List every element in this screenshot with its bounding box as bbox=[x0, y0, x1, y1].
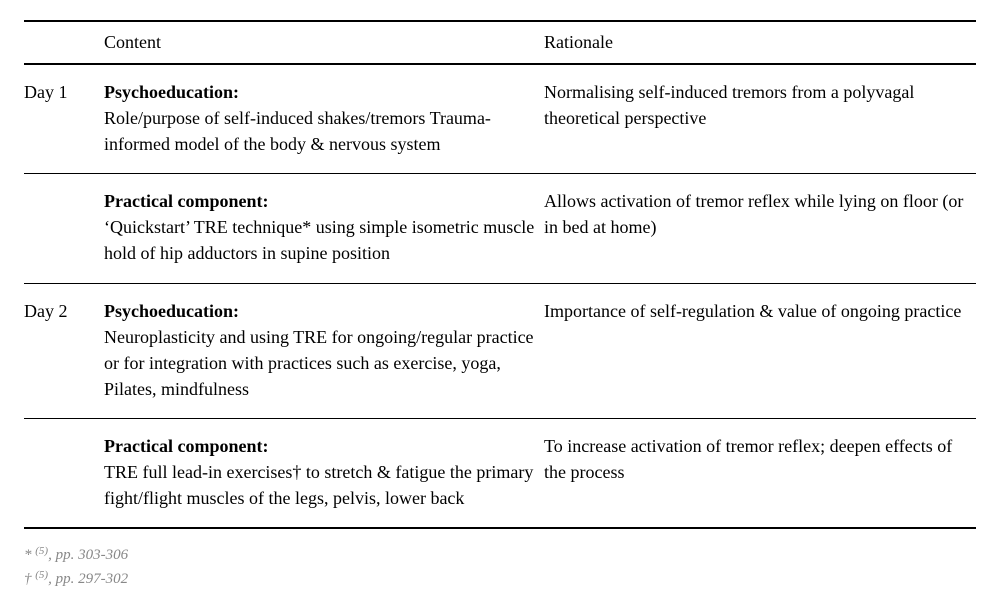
day-cell bbox=[24, 418, 104, 528]
table-row: Day 2Psychoeducation: Neuroplasticity and… bbox=[24, 283, 976, 418]
table-row: Practical component: TRE full lead-in exe… bbox=[24, 418, 976, 528]
table-row: Practical component: ‘Quickstart’ TRE tec… bbox=[24, 174, 976, 283]
content-heading: Practical component: bbox=[104, 436, 268, 456]
rationale-cell: To increase activation of tremor reflex;… bbox=[544, 418, 976, 528]
content-cell: Practical component: TRE full lead-in exe… bbox=[104, 418, 544, 528]
table-header-row: Content Rationale bbox=[24, 21, 976, 64]
content-body: Neuroplasticity and using TRE for ongoin… bbox=[104, 327, 534, 399]
content-heading: Psychoeducation: bbox=[104, 301, 239, 321]
rationale-cell: Normalising self-induced tremors from a … bbox=[544, 64, 976, 174]
rationale-cell: Allows activation of tremor reflex while… bbox=[544, 174, 976, 283]
footnote-symbol: * bbox=[24, 547, 35, 563]
day-cell: Day 1 bbox=[24, 64, 104, 174]
content-body: TRE full lead-in exercises† to stretch &… bbox=[104, 462, 533, 508]
table-row: Day 1Psychoeducation: Role/purpose of sel… bbox=[24, 64, 976, 174]
table-body: Day 1Psychoeducation:Role/purpose of sel… bbox=[24, 64, 976, 528]
content-body: ‘Quickstart’ TRE technique* using simple… bbox=[104, 217, 534, 263]
footnote-symbol: † bbox=[24, 571, 35, 587]
content-heading: Psychoeducation: bbox=[104, 82, 239, 102]
content-cell: Psychoeducation: Neuroplasticity and usin… bbox=[104, 283, 544, 418]
footnote-pages: , pp. 303-306 bbox=[48, 547, 128, 563]
footnote-ref: (5) bbox=[35, 569, 48, 581]
content-heading: Practical component: bbox=[104, 191, 268, 211]
content-cell: Practical component: ‘Quickstart’ TRE tec… bbox=[104, 174, 544, 283]
day-cell bbox=[24, 174, 104, 283]
rationale-cell: Importance of self-regulation & value of… bbox=[544, 283, 976, 418]
program-table: Content Rationale Day 1Psychoeducation:R… bbox=[24, 20, 976, 529]
footnote-ref: (5) bbox=[35, 545, 48, 557]
footnote-pages: , pp. 297-302 bbox=[48, 571, 128, 587]
footnotes: * (5), pp. 303-306† (5), pp. 297-302 bbox=[24, 543, 976, 591]
col-content-header: Content bbox=[104, 21, 544, 64]
day-cell: Day 2 bbox=[24, 283, 104, 418]
footnote-line: † (5), pp. 297-302 bbox=[24, 567, 976, 591]
col-day-header bbox=[24, 21, 104, 64]
content-cell: Psychoeducation: Role/purpose of self-ind… bbox=[104, 64, 544, 174]
col-rationale-header: Rationale bbox=[544, 21, 976, 64]
footnote-line: * (5), pp. 303-306 bbox=[24, 543, 976, 567]
content-body: Role/purpose of self-induced shakes/trem… bbox=[104, 108, 491, 154]
